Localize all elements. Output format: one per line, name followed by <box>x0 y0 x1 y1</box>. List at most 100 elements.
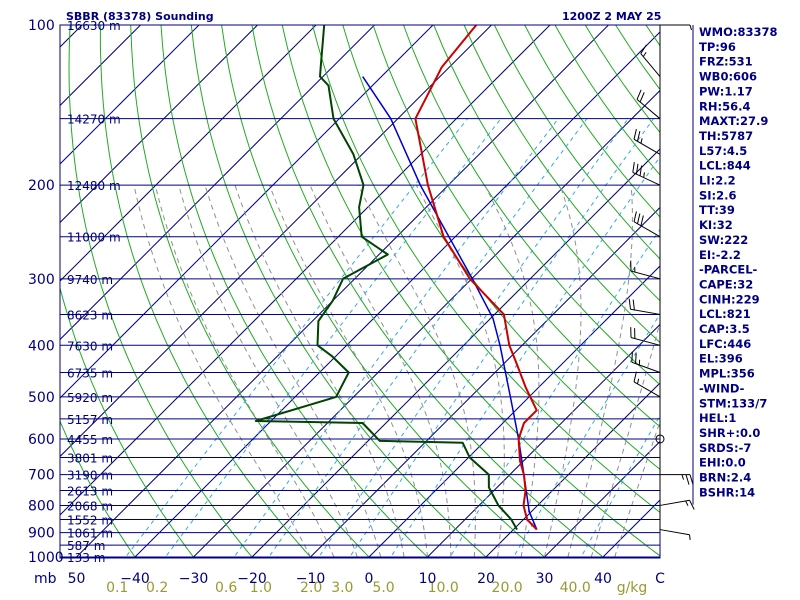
mixing-ratio-label: 40.0 <box>560 580 591 596</box>
sounding-index: EHI:0.0 <box>699 456 746 470</box>
height-label: 11000 m <box>67 231 121 245</box>
pressure-label: 300 <box>28 272 55 288</box>
isotherm-line <box>60 25 434 399</box>
pressure-label: 200 <box>28 178 55 194</box>
sounding-index: SHR+:0.0 <box>699 426 760 440</box>
isotherm-line <box>133 31 660 558</box>
moist-adiabat-line <box>133 184 311 558</box>
pressure-label: 800 <box>28 498 55 514</box>
mixing-ratio-label: 20.0 <box>492 580 523 596</box>
indices-panel: WMO:83378TP:96FRZ:531WB0:606PW:1.17RH:56… <box>692 25 778 505</box>
moist-adiabat-line <box>178 184 358 558</box>
sounding-index: LFC:446 <box>699 337 751 351</box>
isotherm-line <box>60 25 492 458</box>
mixing-ratio-label: 0.1 <box>106 580 128 596</box>
plot-frame <box>59 24 661 559</box>
sounding-index: SRDS:-7 <box>699 441 751 455</box>
temperature-tick-label: 10 <box>419 571 437 587</box>
wind-barb <box>628 298 661 315</box>
height-label: 1552 m <box>67 513 113 527</box>
sounding-index: MAXT:27.9 <box>699 114 768 128</box>
isotherm-line <box>601 499 660 558</box>
pressure-label: 1000 <box>28 550 64 566</box>
mixing-ratio-unit: g/kg <box>617 580 648 596</box>
moist-adiabat-line <box>234 184 405 558</box>
height-label: 14270 m <box>67 113 121 127</box>
sounding-index: PW:1.17 <box>699 84 753 98</box>
mixing-ratio-label: 3.0 <box>331 580 353 596</box>
sounding-index: RH:56.4 <box>699 99 750 113</box>
pressure-unit: mb <box>34 571 57 587</box>
temperature-line <box>414 25 538 531</box>
isotherm-line <box>60 25 551 516</box>
height-label: 7630 m <box>67 339 113 353</box>
height-label: 4455 m <box>67 433 113 447</box>
mixing-ratio-label: 10.0 <box>428 580 459 596</box>
height-label: 16630 m <box>67 19 121 33</box>
sounding-index: CAP:3.5 <box>699 322 750 336</box>
sounding-index: SW:222 <box>699 233 748 247</box>
sounding-index: -PARCEL- <box>699 263 758 277</box>
moist-adiabat-line <box>484 184 540 558</box>
height-label: 2068 m <box>67 499 113 513</box>
isotherm-line <box>60 25 375 341</box>
dry-adiabat-line <box>60 420 137 558</box>
sounding-index: TH:5787 <box>699 129 753 143</box>
wind-barb <box>636 89 661 120</box>
wind-barb <box>632 162 661 186</box>
dewpoint-line <box>254 25 518 531</box>
wind-barb <box>660 474 694 485</box>
sounding-index: LI:2.2 <box>699 174 736 188</box>
mixing-ratio-label: 5.0 <box>372 580 394 596</box>
height-label: 3801 m <box>67 451 113 465</box>
isotherm-line <box>60 25 258 224</box>
temperature-tick-label: 30 <box>536 571 554 587</box>
wind-barb <box>660 24 692 31</box>
isotherm-line <box>484 382 660 558</box>
dry-adiabat-line <box>767 25 800 568</box>
height-label: 2613 m <box>67 485 113 499</box>
height-label: 5157 m <box>67 413 113 427</box>
dry-adiabat-line <box>99 25 313 558</box>
isotherm-line <box>60 25 317 282</box>
pressure-label: 100 <box>28 18 55 34</box>
dry-adiabat-line <box>493 25 660 260</box>
wind-barb <box>630 327 661 346</box>
height-label: 1061 m <box>67 527 113 541</box>
mixing-ratio-label: 0.6 <box>215 580 237 596</box>
sounding-index: TT:39 <box>699 203 735 217</box>
isotherm-line <box>250 148 660 558</box>
moist-adiabat-line <box>544 184 582 558</box>
wind-barb <box>633 211 661 238</box>
station-title: SBBR (83378) Sounding <box>66 10 214 23</box>
temperature-tick-label: −20 <box>237 571 267 587</box>
moist-adiabat-line <box>357 184 476 558</box>
isotherm-line <box>425 323 660 558</box>
sounding-index: LCL:821 <box>699 307 751 321</box>
height-label: 3190 m <box>67 469 113 483</box>
profiles <box>254 25 538 531</box>
temperature-tick-label: 0 <box>365 571 374 587</box>
isotherm-line <box>60 25 200 165</box>
sounding-index: KI:32 <box>699 218 733 232</box>
temperature-tick-label: 20 <box>477 571 495 587</box>
wind-barb <box>630 260 661 280</box>
mixing-ratio-label: 0.2 <box>146 580 168 596</box>
temperature-tick-label: −10 <box>296 571 326 587</box>
sounding-index: CINH:229 <box>699 292 760 306</box>
dry-adiabat-line <box>221 25 547 558</box>
dry-adiabat-line <box>190 25 488 558</box>
sounding-index: TP:96 <box>699 40 736 54</box>
isotherm-line <box>542 440 660 558</box>
moist-adiabat-line <box>590 320 660 558</box>
isotherm-line <box>367 265 660 558</box>
mixing-ratio-line <box>317 118 629 558</box>
sounding-index: BRN:2.4 <box>699 471 751 485</box>
sounding-index: WB0:606 <box>699 70 757 84</box>
wind-barb <box>640 44 661 77</box>
pressure-label: 500 <box>28 390 55 406</box>
mixing-ratio-line <box>124 118 468 558</box>
dry-adiabat-line <box>433 25 660 344</box>
wind-barb <box>631 351 661 373</box>
